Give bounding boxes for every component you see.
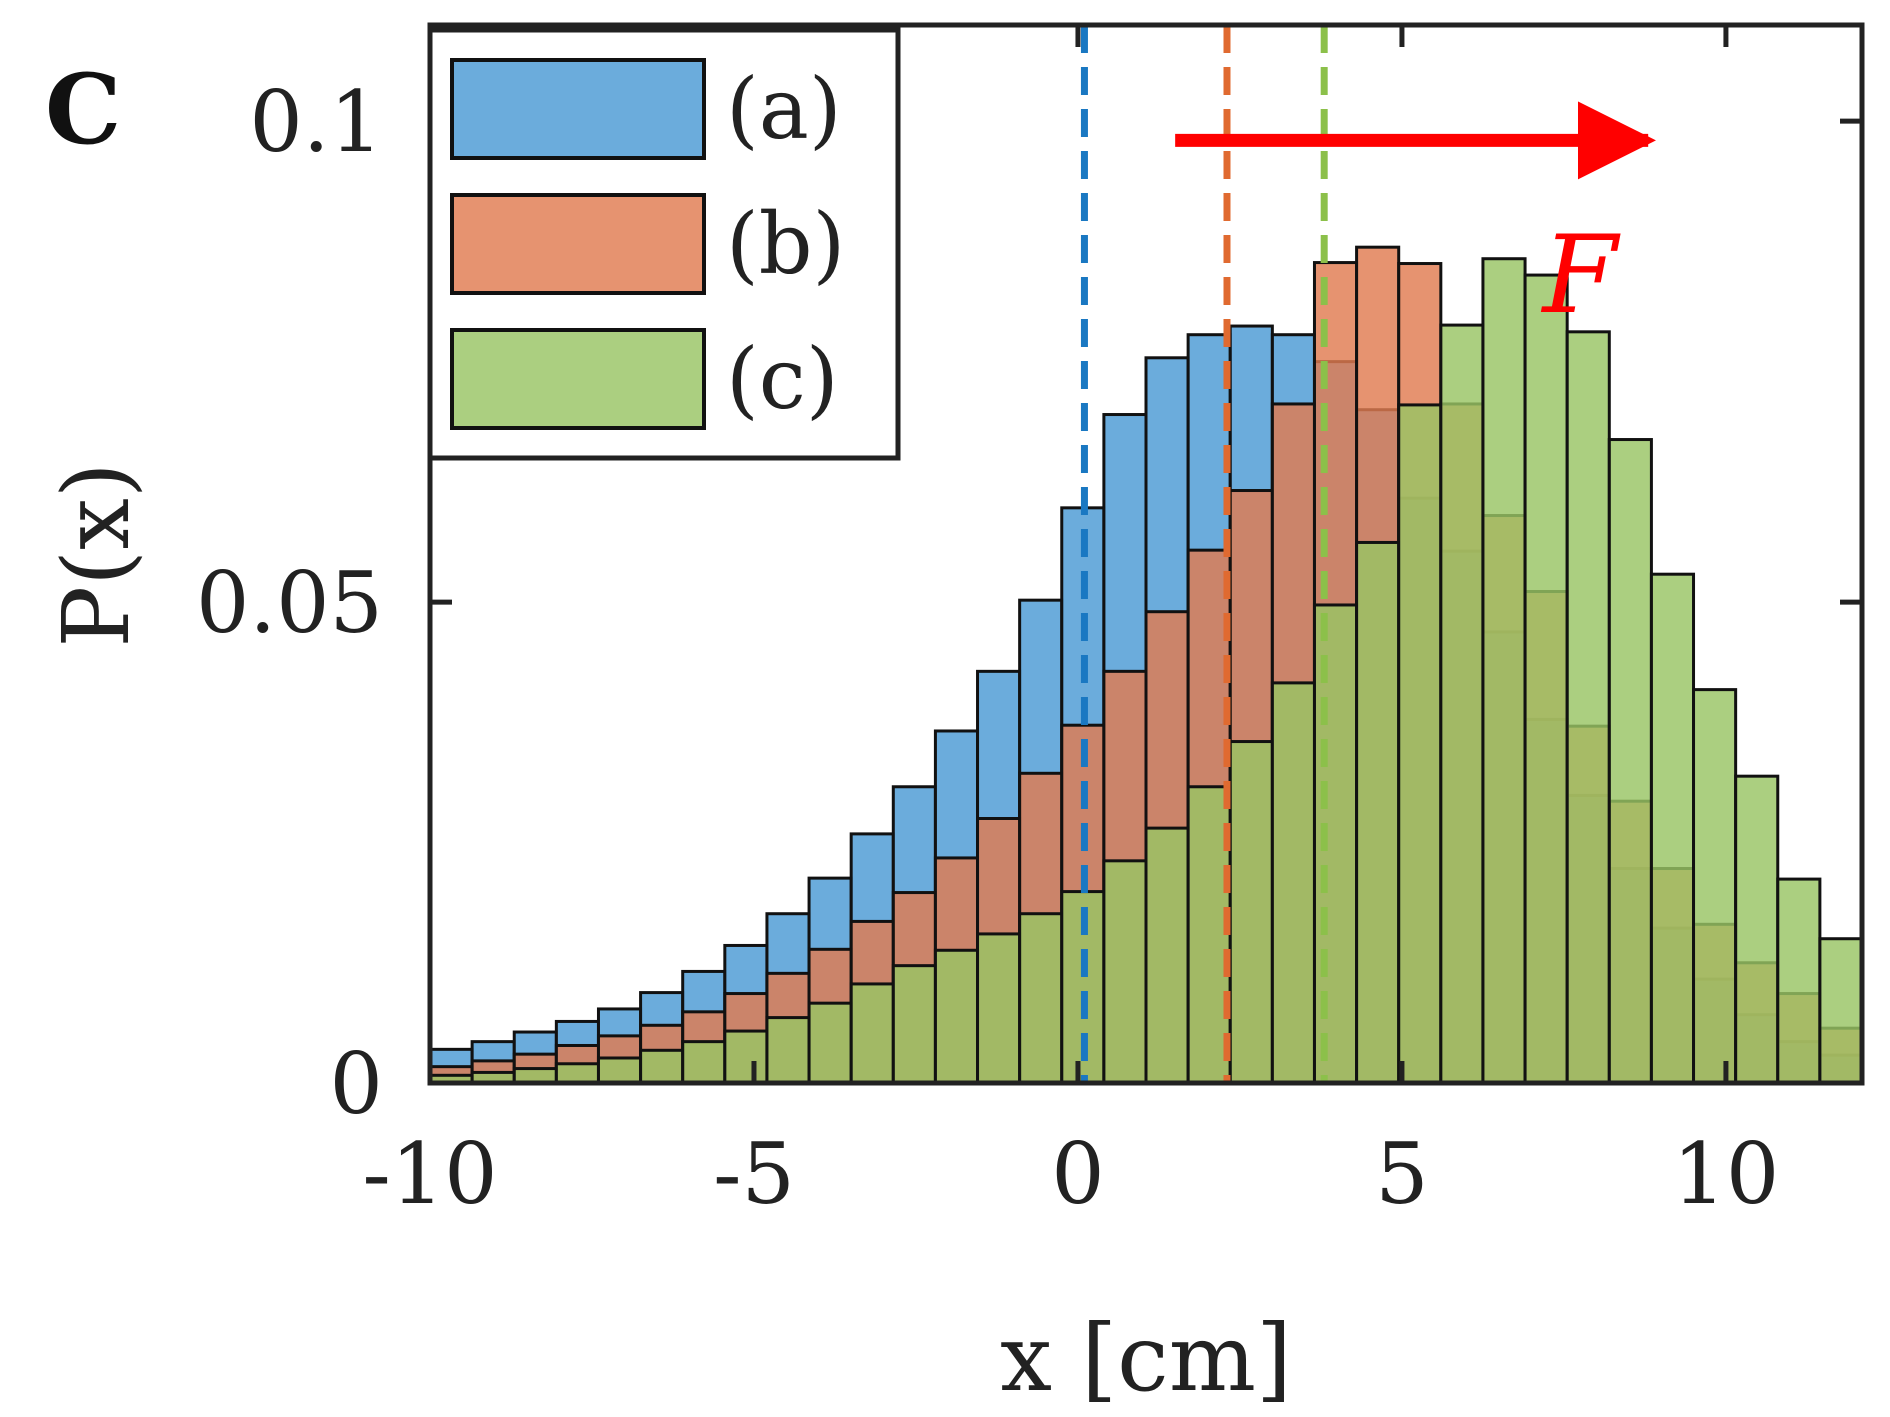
legend-label-c: (c)	[726, 330, 839, 428]
y-tick-label: 0.05	[196, 554, 383, 652]
y-tick-labels: 0 0.05 0.1	[196, 73, 383, 1133]
y-tick-label: 0	[330, 1035, 383, 1133]
bar-c-19	[1228, 740, 1274, 1085]
x-tick-label: 5	[1375, 1125, 1428, 1223]
bar-c-9	[807, 1001, 853, 1085]
bar-c-16	[1102, 859, 1148, 1085]
bar-c-33	[1818, 937, 1864, 1085]
bar-c-32	[1776, 877, 1822, 1085]
force-label: F	[1541, 213, 1622, 338]
bar-c-12	[933, 948, 980, 1085]
bar-c-30	[1692, 688, 1738, 1085]
bar-c-14	[1018, 912, 1064, 1085]
bar-c-24	[1439, 323, 1485, 1085]
bar-c-27	[1565, 330, 1611, 1085]
bar-c-8	[765, 1016, 811, 1085]
axis-ticks	[427, 25, 1862, 1086]
legend-swatch-a	[450, 58, 706, 160]
x-tick-label: 0	[1051, 1125, 1104, 1223]
y-axis-label: P(x)	[43, 462, 150, 648]
legend-label-a: (a)	[726, 60, 842, 158]
bar-c-7	[723, 1029, 769, 1085]
legend: (a) (b) (c)	[427, 27, 901, 461]
bar-c-26	[1523, 273, 1569, 1085]
bar-c-28	[1607, 438, 1653, 1085]
panel-letter: C	[45, 53, 121, 166]
bar-c-22	[1355, 540, 1401, 1085]
legend-swatch-b	[450, 193, 706, 295]
bar-c-5	[639, 1048, 685, 1085]
bar-c-4	[596, 1056, 643, 1085]
x-tick-labels: -10 -5 0 5 10	[362, 1125, 1779, 1223]
bar-c-29	[1649, 572, 1696, 1085]
bar-c-31	[1734, 774, 1780, 1085]
bar-c-13	[976, 932, 1022, 1085]
legend-swatch-c	[450, 328, 706, 430]
bar-c-6	[681, 1040, 727, 1085]
x-axis-label: x [cm]	[1000, 1305, 1292, 1412]
bar-c-17	[1144, 826, 1190, 1085]
force-annotation: F	[1175, 101, 1656, 338]
x-tick-label: -10	[362, 1125, 497, 1223]
legend-label-b: (b)	[726, 195, 845, 293]
bar-c-25	[1481, 257, 1527, 1085]
x-tick-label: 10	[1672, 1125, 1779, 1223]
plot-frame	[427, 22, 1865, 1086]
bar-c-23	[1397, 403, 1443, 1085]
bar-c-11	[891, 964, 937, 1085]
bar-c-10	[849, 982, 895, 1085]
mean-lines	[1080, 25, 1328, 1083]
x-tick-label: -5	[713, 1125, 795, 1223]
bar-c-20	[1270, 681, 1316, 1085]
y-tick-label: 0.1	[249, 73, 383, 171]
bar-c-3	[554, 1062, 600, 1085]
